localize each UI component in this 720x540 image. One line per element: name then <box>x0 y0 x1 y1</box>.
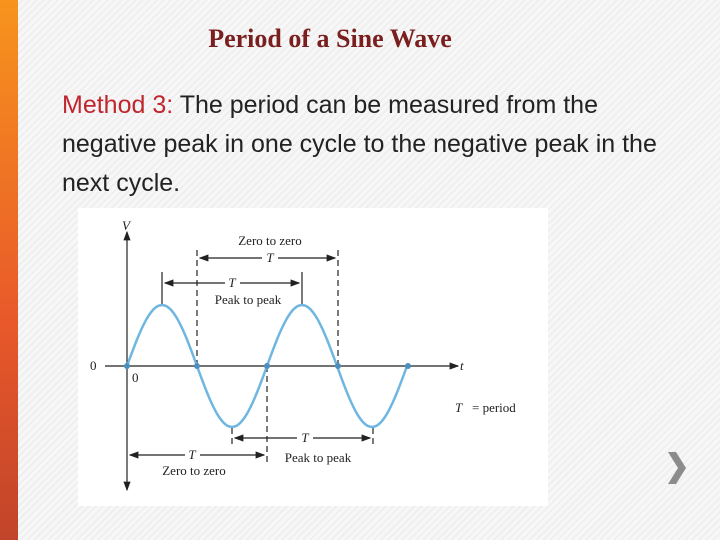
peak-to-peak-label: Peak to peak <box>215 292 282 307</box>
zero-to-zero-label: Zero to zero <box>162 463 226 478</box>
method-text: The period can be measured from the nega… <box>62 91 657 197</box>
zero-to-zero-label: Zero to zero <box>238 233 302 248</box>
legend-symbol: T <box>455 400 463 415</box>
body-text: Method 3: The period can be measured fro… <box>62 86 687 203</box>
method-label: Method 3: <box>62 91 174 119</box>
guides <box>196 250 374 462</box>
next-chevron[interactable] <box>668 452 686 484</box>
v-label: V <box>122 218 132 233</box>
accent-bar <box>0 0 18 540</box>
period-symbol: T <box>188 447 196 462</box>
origin-label: 0 <box>132 370 139 385</box>
title: Period of a Sine Wave <box>208 24 452 53</box>
period-symbol: T <box>228 275 236 290</box>
legend-text: = period <box>472 400 516 415</box>
zero-dots <box>124 363 411 369</box>
period-symbol: T <box>301 430 309 445</box>
period-symbol: T <box>266 250 274 265</box>
origin-label: 0 <box>90 358 97 373</box>
peak-to-peak-label: Peak to peak <box>285 450 352 465</box>
t-label: t <box>460 358 464 373</box>
